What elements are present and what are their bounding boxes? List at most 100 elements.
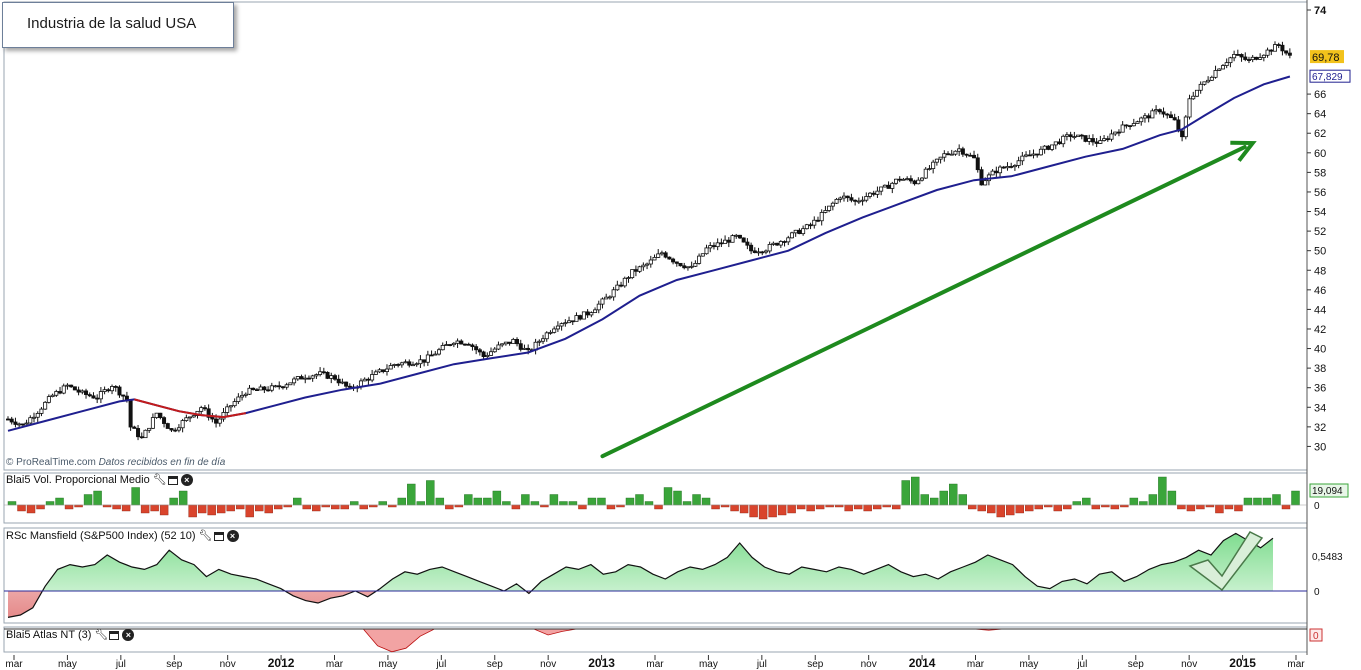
- candle-body: [24, 422, 29, 425]
- candle-body: [1098, 140, 1103, 144]
- candle-body: [886, 184, 891, 189]
- volume-bar: [74, 504, 83, 508]
- volume-bar: [597, 497, 606, 506]
- candle-body: [136, 428, 141, 438]
- volume-bar: [806, 504, 815, 512]
- candle-body: [403, 361, 408, 364]
- close-icon[interactable]: ×: [226, 530, 239, 542]
- candle-body: [704, 247, 709, 255]
- candle-body: [659, 252, 664, 255]
- candle-body: [715, 242, 720, 248]
- volume-bar: [673, 490, 682, 506]
- candle-body: [1194, 89, 1199, 97]
- candle-body: [410, 364, 415, 367]
- candle-body: [425, 354, 430, 363]
- candle-body: [262, 386, 267, 391]
- candle-body: [110, 386, 115, 392]
- candle-body: [808, 224, 813, 227]
- candle-body: [645, 263, 650, 266]
- volume-bar: [930, 497, 939, 506]
- candle-body: [578, 315, 583, 320]
- window-icon[interactable]: [109, 630, 120, 640]
- volume-bar: [987, 504, 996, 514]
- volume-bar: [197, 504, 207, 514]
- rsc-panel-label: RSc Mansfield (S&P500 Index) (52 10): [6, 530, 196, 542]
- volume-bar: [958, 494, 967, 506]
- volume-bar: [663, 487, 673, 506]
- trend-arrowhead: [1230, 140, 1257, 162]
- volume-bar: [758, 504, 768, 520]
- candle-body: [678, 262, 683, 267]
- data-credit: © ProRealTime.com Datos recibidos en fin…: [6, 457, 225, 468]
- candle-body: [176, 427, 181, 431]
- volume-bar: [796, 504, 806, 510]
- candle-body: [767, 244, 772, 252]
- candle-body: [674, 261, 679, 264]
- candle-body: [65, 384, 70, 387]
- candle-body: [652, 257, 657, 261]
- candle-body: [1232, 54, 1237, 59]
- volume-bar: [473, 497, 483, 506]
- candle-body: [306, 377, 311, 380]
- candle-body: [470, 344, 475, 348]
- candle-body: [463, 343, 468, 346]
- candle-body: [585, 311, 590, 316]
- atlas-value-label: 0: [1313, 631, 1319, 642]
- window-icon[interactable]: [167, 475, 178, 485]
- candle-body: [1072, 136, 1077, 138]
- credit-note: Datos recibidos en fin de día: [98, 457, 226, 468]
- last-price-badge: [1310, 50, 1344, 64]
- close-icon[interactable]: ×: [180, 474, 193, 486]
- candle-body: [890, 182, 895, 189]
- close-icon[interactable]: ×: [122, 629, 135, 641]
- volume-bar: [350, 501, 359, 506]
- volume-bar: [369, 504, 378, 508]
- candle-body: [1202, 81, 1207, 85]
- price-panel-frame: [3, 1, 1308, 471]
- candle-body: [1090, 138, 1095, 143]
- candle-body: [775, 242, 780, 246]
- candle-body: [763, 250, 768, 253]
- candle-body: [1209, 76, 1214, 81]
- candle-body: [266, 389, 271, 392]
- price-tick-label: 60: [1314, 148, 1326, 160]
- volume-value-label: 19,094: [1312, 486, 1343, 497]
- candle-body: [1146, 115, 1151, 119]
- candle-body: [1228, 57, 1233, 64]
- candle-body: [815, 219, 820, 222]
- candle-body: [615, 284, 620, 291]
- candle-body: [1061, 135, 1066, 145]
- candle-body: [656, 253, 661, 258]
- candle-body: [834, 198, 839, 204]
- candle-body: [180, 420, 185, 429]
- candle-body: [1272, 44, 1277, 52]
- candle-body: [481, 351, 486, 357]
- candle-body: [908, 178, 913, 182]
- candle-body: [1124, 124, 1129, 127]
- volume-bar: [1120, 504, 1129, 508]
- candle-body: [214, 418, 219, 424]
- volume-bar: [1101, 504, 1110, 508]
- candle-body: [979, 169, 984, 186]
- volume-bar: [207, 504, 216, 516]
- candle-body: [633, 269, 638, 272]
- candle-body: [1217, 68, 1222, 71]
- candle-body: [864, 196, 869, 201]
- candle-body: [1102, 138, 1107, 141]
- volume-bar: [1063, 504, 1072, 510]
- window-icon[interactable]: [213, 531, 224, 541]
- candle-body: [98, 391, 103, 400]
- candle-body: [1168, 114, 1173, 119]
- wrench-icon[interactable]: 🔧︎: [94, 629, 109, 641]
- volume-bar: [730, 504, 739, 512]
- candle-body: [789, 232, 794, 239]
- candle-body: [1198, 83, 1203, 91]
- wrench-icon[interactable]: 🔧︎: [198, 530, 213, 542]
- candle-body: [1050, 144, 1055, 150]
- candle-body: [1165, 113, 1170, 116]
- candle-body: [1254, 56, 1259, 60]
- wrench-icon[interactable]: 🔧︎: [152, 474, 167, 486]
- volume-bar: [777, 504, 787, 516]
- candle-body: [671, 258, 676, 263]
- candle-body: [199, 407, 204, 412]
